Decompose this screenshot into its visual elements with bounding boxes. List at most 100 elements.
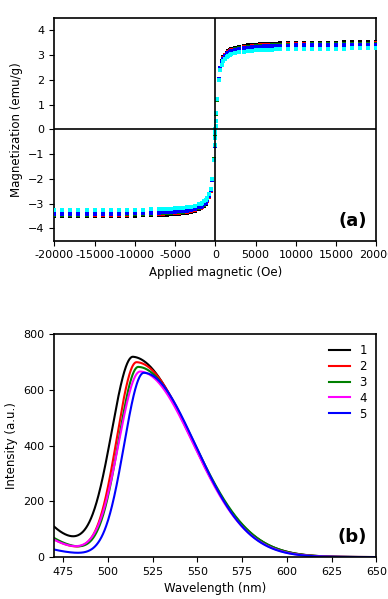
- Point: [349, 40, 355, 49]
- Point: [222, 50, 228, 60]
- Point: [132, 209, 138, 219]
- Point: [140, 210, 146, 219]
- Point: [83, 209, 90, 219]
- Point: [341, 44, 347, 53]
- Point: [215, 74, 222, 84]
- Point: [349, 38, 355, 47]
- Point: [107, 210, 114, 219]
- Point: [273, 40, 279, 50]
- Point: [373, 38, 379, 47]
- 5: [274, 546, 278, 553]
- Line: 3: 3: [54, 367, 376, 557]
- Point: [317, 38, 323, 47]
- Point: [124, 210, 130, 219]
- Point: [83, 210, 90, 219]
- Point: [75, 209, 81, 219]
- Point: [51, 205, 57, 215]
- Point: [184, 207, 190, 216]
- Point: [212, 133, 218, 143]
- Point: [309, 40, 315, 49]
- Point: [373, 44, 379, 53]
- Point: [309, 44, 315, 53]
- Point: [116, 211, 122, 220]
- Point: [164, 208, 170, 218]
- Point: [253, 41, 259, 51]
- Point: [184, 208, 190, 217]
- Point: [220, 54, 227, 63]
- Point: [309, 38, 315, 47]
- Point: [214, 95, 220, 104]
- 4: [138, 368, 142, 375]
- Point: [51, 209, 57, 219]
- Point: [217, 63, 223, 73]
- Point: [217, 65, 223, 75]
- Point: [208, 186, 214, 196]
- Point: [232, 43, 239, 53]
- Point: [164, 208, 170, 217]
- Point: [212, 121, 218, 131]
- Point: [92, 211, 98, 221]
- Point: [248, 43, 255, 52]
- Point: [265, 40, 271, 50]
- Point: [160, 208, 166, 217]
- Point: [203, 195, 209, 205]
- Point: [156, 208, 162, 217]
- Point: [212, 122, 218, 131]
- Point: [325, 38, 331, 47]
- Point: [160, 209, 166, 219]
- Point: [253, 42, 259, 52]
- Point: [232, 49, 239, 58]
- Point: [227, 50, 233, 60]
- Point: [176, 208, 182, 217]
- X-axis label: Wavelength (nm): Wavelength (nm): [164, 582, 267, 595]
- Point: [228, 47, 234, 56]
- Point: [192, 204, 198, 214]
- Point: [219, 58, 225, 67]
- Point: [365, 39, 371, 49]
- Point: [188, 205, 194, 214]
- Point: [116, 210, 122, 219]
- Point: [180, 208, 186, 218]
- Point: [236, 44, 242, 54]
- 4: [194, 447, 199, 454]
- Point: [92, 205, 98, 215]
- Point: [333, 44, 339, 53]
- Point: [293, 40, 299, 49]
- Point: [333, 40, 339, 50]
- Point: [212, 128, 218, 137]
- Point: [236, 44, 242, 53]
- Point: [208, 185, 214, 195]
- Point: [227, 46, 233, 55]
- Point: [212, 133, 218, 143]
- 2: [182, 420, 187, 428]
- Point: [211, 140, 218, 150]
- Point: [212, 122, 218, 131]
- Point: [341, 40, 347, 50]
- Point: [265, 41, 271, 50]
- Point: [214, 95, 220, 104]
- Point: [212, 128, 218, 137]
- Point: [277, 39, 283, 49]
- Point: [317, 44, 323, 53]
- Point: [148, 210, 154, 220]
- Point: [100, 210, 106, 220]
- Point: [244, 46, 251, 56]
- Point: [208, 186, 214, 196]
- Point: [265, 39, 271, 49]
- Point: [268, 40, 275, 50]
- Point: [325, 39, 331, 49]
- Point: [213, 108, 219, 118]
- Point: [203, 198, 209, 207]
- Point: [256, 42, 263, 52]
- 5: [85, 548, 90, 555]
- Point: [273, 39, 279, 49]
- Point: [285, 40, 291, 50]
- Point: [132, 211, 138, 220]
- Point: [211, 155, 217, 164]
- Point: [92, 210, 98, 219]
- 5: [52, 546, 57, 553]
- Point: [333, 39, 339, 49]
- Point: [107, 205, 114, 215]
- Point: [232, 44, 239, 53]
- Point: [301, 44, 307, 54]
